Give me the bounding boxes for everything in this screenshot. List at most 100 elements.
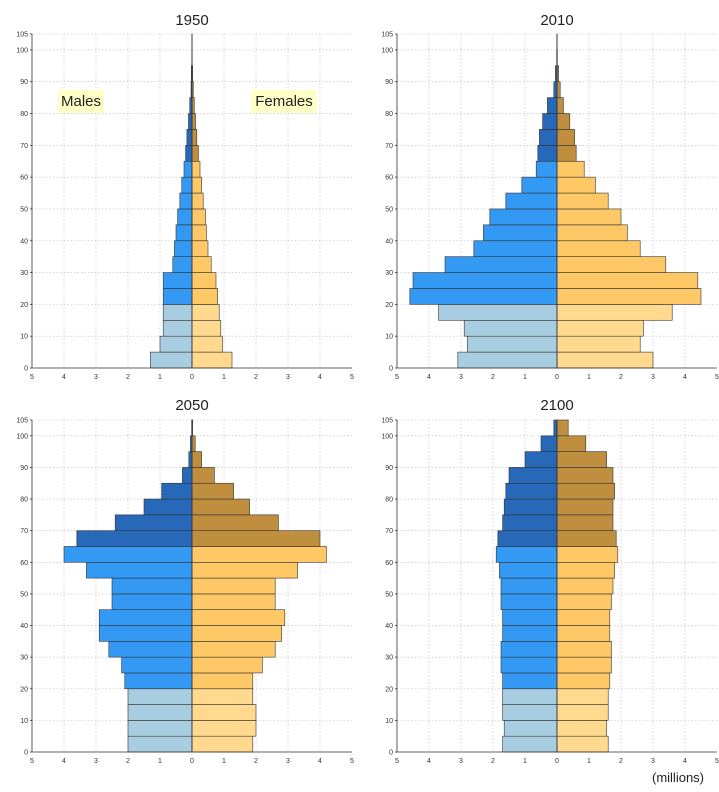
male-bar-30-34 [500, 641, 558, 658]
female-bar-85-89 [191, 467, 215, 484]
male-bar-45-49 [177, 208, 193, 226]
population-tick-label: 2 [491, 758, 495, 765]
age-tick-label: 0 [24, 750, 28, 757]
male-bar-65-69 [497, 530, 558, 547]
age-tick-label: 20 [385, 686, 393, 693]
female-bar-70-74 [191, 514, 279, 531]
age-tick-label: 0 [24, 366, 28, 373]
female-bar-65-69 [556, 145, 577, 162]
population-tick-label: 1 [222, 374, 226, 381]
male-bar-85-89 [182, 467, 193, 484]
population-tick-label: 3 [651, 758, 655, 765]
age-tick-label: 100 [381, 433, 393, 440]
age-tick-label: 70 [385, 143, 393, 150]
population-tick-label: 4 [62, 758, 66, 765]
female-bar-75-79 [556, 498, 614, 516]
age-tick-label: 0 [389, 366, 393, 373]
female-bar-5-9 [556, 335, 641, 353]
male-bar-30-34 [444, 256, 558, 273]
female-bar-30-34 [556, 256, 667, 273]
female-bar-55-59 [556, 561, 615, 579]
age-tick-label: 70 [20, 528, 28, 535]
male-bar-40-44 [502, 609, 558, 626]
male-bar-35-39 [98, 625, 193, 642]
male-bar-50-54 [179, 192, 193, 210]
male-bar-65-69 [185, 145, 193, 162]
age-tick-label: 90 [385, 465, 393, 472]
population-tick-label: 2 [619, 374, 623, 381]
female-bar-70-74 [556, 129, 575, 146]
female-bar-85-89 [556, 467, 614, 484]
female-bar-50-54 [191, 577, 276, 595]
age-tick-label: 40 [20, 623, 28, 630]
male-bar-60-64 [63, 546, 193, 563]
female-bar-65-69 [191, 530, 321, 547]
female-bar-0-4 [191, 351, 233, 369]
female-bar-80-84 [556, 482, 615, 500]
population-tick-label: 1 [158, 374, 162, 381]
female-bar-40-44 [191, 609, 286, 626]
population-tick-label: 5 [715, 758, 719, 765]
female-bar-25-29 [556, 656, 612, 674]
population-tick-label: 2 [619, 758, 623, 765]
panel-title: 2050 [175, 397, 208, 414]
age-tick-label: 50 [20, 591, 28, 598]
age-tick-label: 40 [20, 238, 28, 245]
female-bar-25-29 [191, 656, 263, 674]
male-bar-75-79 [542, 113, 558, 130]
male-bar-75-79 [188, 113, 193, 130]
female-bar-50-54 [556, 192, 609, 210]
male-bar-50-54 [500, 577, 558, 595]
population-tick-label: 4 [683, 758, 687, 765]
female-bar-20-24 [556, 672, 611, 690]
females-label-background [251, 90, 317, 113]
male-bar-100+ [553, 419, 558, 437]
population-tick-label: 5 [395, 374, 399, 381]
age-tick-label: 60 [20, 175, 28, 182]
population-tick-label: 0 [190, 758, 194, 765]
population-tick-label: 4 [318, 758, 322, 765]
age-tick-label: 105 [16, 418, 28, 425]
male-bar-45-49 [489, 208, 558, 226]
age-tick-label: 60 [20, 560, 28, 567]
female-bar-45-49 [556, 593, 612, 611]
male-bar-5-9 [503, 720, 558, 737]
male-bar-15-19 [162, 304, 193, 321]
population-tick-label: 4 [683, 374, 687, 381]
age-tick-label: 40 [385, 238, 393, 245]
male-bar-90-94 [188, 451, 193, 468]
population-tick-label: 1 [523, 758, 527, 765]
female-bar-15-19 [556, 688, 609, 705]
female-bar-0-4 [556, 735, 609, 753]
female-bar-80-84 [556, 97, 564, 114]
population-tick-label: 3 [94, 374, 98, 381]
female-bar-0-4 [556, 351, 654, 369]
female-bar-50-54 [556, 577, 614, 595]
population-tick-label: 5 [30, 758, 34, 765]
female-bar-80-84 [191, 482, 234, 500]
male-bar-85-89 [553, 81, 558, 98]
female-bar-15-19 [191, 688, 254, 705]
male-bar-70-74 [502, 514, 558, 531]
male-bar-80-84 [505, 482, 558, 500]
population-tick-label: 3 [94, 758, 98, 765]
male-bar-35-39 [502, 625, 558, 642]
female-bar-20-24 [191, 288, 218, 305]
female-bar-65-69 [556, 530, 617, 547]
age-tick-label: 90 [385, 79, 393, 86]
age-tick-label: 10 [385, 718, 393, 725]
male-bar-0-4 [150, 351, 193, 369]
female-bar-10-14 [556, 319, 644, 337]
male-bar-70-74 [114, 514, 193, 531]
male-bar-0-4 [502, 735, 558, 753]
male-bar-65-69 [76, 530, 193, 547]
female-bar-50-54 [191, 192, 204, 210]
female-bar-35-39 [191, 625, 282, 642]
female-bar-95-99 [556, 435, 587, 452]
male-bar-10-14 [162, 319, 193, 337]
population-tick-label: 5 [350, 758, 354, 765]
panel-title: 1950 [175, 12, 208, 29]
panel-title: 2010 [540, 12, 573, 29]
age-tick-label: 10 [20, 718, 28, 725]
